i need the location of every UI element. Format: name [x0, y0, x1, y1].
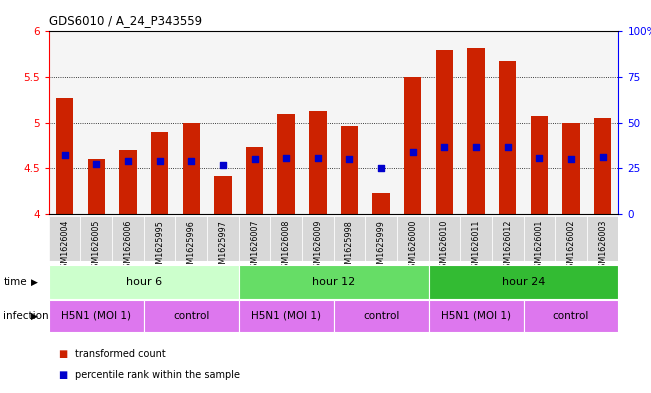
- Bar: [49, 216, 81, 261]
- Point: [344, 156, 355, 163]
- Text: GSM1626001: GSM1626001: [535, 220, 544, 273]
- Point: [534, 154, 544, 161]
- Bar: [246, 147, 263, 214]
- Text: GSM1625995: GSM1625995: [155, 220, 164, 274]
- Bar: [88, 160, 105, 214]
- Bar: [151, 132, 169, 214]
- Text: hour 24: hour 24: [502, 277, 545, 287]
- Text: GSM1625997: GSM1625997: [218, 220, 227, 274]
- Bar: [333, 216, 365, 261]
- Bar: [428, 265, 618, 299]
- Text: GSM1626002: GSM1626002: [566, 220, 575, 273]
- Text: H5N1 (MOI 1): H5N1 (MOI 1): [61, 311, 132, 321]
- Text: GSM1626012: GSM1626012: [503, 220, 512, 273]
- Bar: [428, 300, 523, 332]
- Bar: [562, 123, 579, 214]
- Text: ▶: ▶: [31, 277, 38, 286]
- Text: GSM1626005: GSM1626005: [92, 220, 101, 273]
- Text: GSM1626008: GSM1626008: [282, 220, 290, 273]
- Bar: [587, 216, 618, 261]
- Bar: [175, 216, 207, 261]
- Bar: [594, 118, 611, 214]
- Bar: [499, 61, 516, 214]
- Point: [376, 165, 386, 172]
- Bar: [428, 216, 460, 261]
- Point: [154, 158, 165, 164]
- Text: ■: ■: [59, 349, 68, 359]
- Point: [503, 144, 513, 151]
- Text: GSM1626011: GSM1626011: [471, 220, 480, 273]
- Bar: [333, 300, 428, 332]
- Bar: [239, 265, 428, 299]
- Point: [312, 154, 323, 161]
- Point: [217, 162, 228, 168]
- Bar: [49, 300, 144, 332]
- Text: GSM1625999: GSM1625999: [377, 220, 385, 274]
- Bar: [340, 125, 358, 214]
- Point: [249, 156, 260, 163]
- Bar: [144, 300, 239, 332]
- Bar: [182, 123, 200, 214]
- Bar: [404, 77, 421, 214]
- Bar: [492, 216, 523, 261]
- Bar: [214, 176, 232, 214]
- Bar: [119, 150, 137, 214]
- Bar: [555, 216, 587, 261]
- Bar: [239, 216, 270, 261]
- Point: [598, 154, 608, 160]
- Bar: [397, 216, 428, 261]
- Text: GSM1626009: GSM1626009: [313, 220, 322, 273]
- Text: H5N1 (MOI 1): H5N1 (MOI 1): [251, 311, 321, 321]
- Text: control: control: [173, 311, 210, 321]
- Bar: [302, 216, 333, 261]
- Bar: [365, 216, 397, 261]
- Bar: [239, 300, 333, 332]
- Bar: [523, 300, 618, 332]
- Bar: [144, 216, 175, 261]
- Text: GSM1625996: GSM1625996: [187, 220, 196, 274]
- Bar: [81, 216, 112, 261]
- Bar: [372, 193, 390, 214]
- Text: ■: ■: [59, 370, 68, 380]
- Point: [186, 158, 197, 164]
- Point: [91, 161, 102, 167]
- Text: hour 6: hour 6: [126, 277, 162, 287]
- Text: transformed count: transformed count: [75, 349, 165, 359]
- Text: control: control: [363, 311, 399, 321]
- Bar: [436, 50, 453, 214]
- Text: GSM1626006: GSM1626006: [124, 220, 132, 273]
- Point: [566, 156, 576, 163]
- Point: [439, 144, 450, 151]
- Point: [123, 158, 133, 164]
- Text: H5N1 (MOI 1): H5N1 (MOI 1): [441, 311, 511, 321]
- Bar: [460, 216, 492, 261]
- Text: GSM1625998: GSM1625998: [345, 220, 354, 274]
- Text: hour 12: hour 12: [312, 277, 355, 287]
- Bar: [467, 48, 485, 214]
- Bar: [523, 216, 555, 261]
- Bar: [207, 216, 239, 261]
- Point: [471, 144, 481, 151]
- Text: time: time: [3, 277, 27, 287]
- Text: GDS6010 / A_24_P343559: GDS6010 / A_24_P343559: [49, 14, 202, 27]
- Text: GSM1626004: GSM1626004: [60, 220, 69, 273]
- Text: GSM1626007: GSM1626007: [250, 220, 259, 273]
- Bar: [49, 265, 239, 299]
- Text: ▶: ▶: [31, 312, 38, 320]
- Point: [281, 154, 292, 161]
- Bar: [309, 111, 327, 214]
- Text: GSM1626003: GSM1626003: [598, 220, 607, 273]
- Text: infection: infection: [3, 311, 49, 321]
- Bar: [270, 216, 302, 261]
- Bar: [531, 116, 548, 214]
- Bar: [112, 216, 144, 261]
- Text: control: control: [553, 311, 589, 321]
- Text: percentile rank within the sample: percentile rank within the sample: [75, 370, 240, 380]
- Point: [408, 149, 418, 155]
- Text: GSM1626000: GSM1626000: [408, 220, 417, 273]
- Bar: [277, 114, 295, 214]
- Text: GSM1626010: GSM1626010: [440, 220, 449, 273]
- Point: [59, 152, 70, 158]
- Bar: [56, 98, 74, 214]
